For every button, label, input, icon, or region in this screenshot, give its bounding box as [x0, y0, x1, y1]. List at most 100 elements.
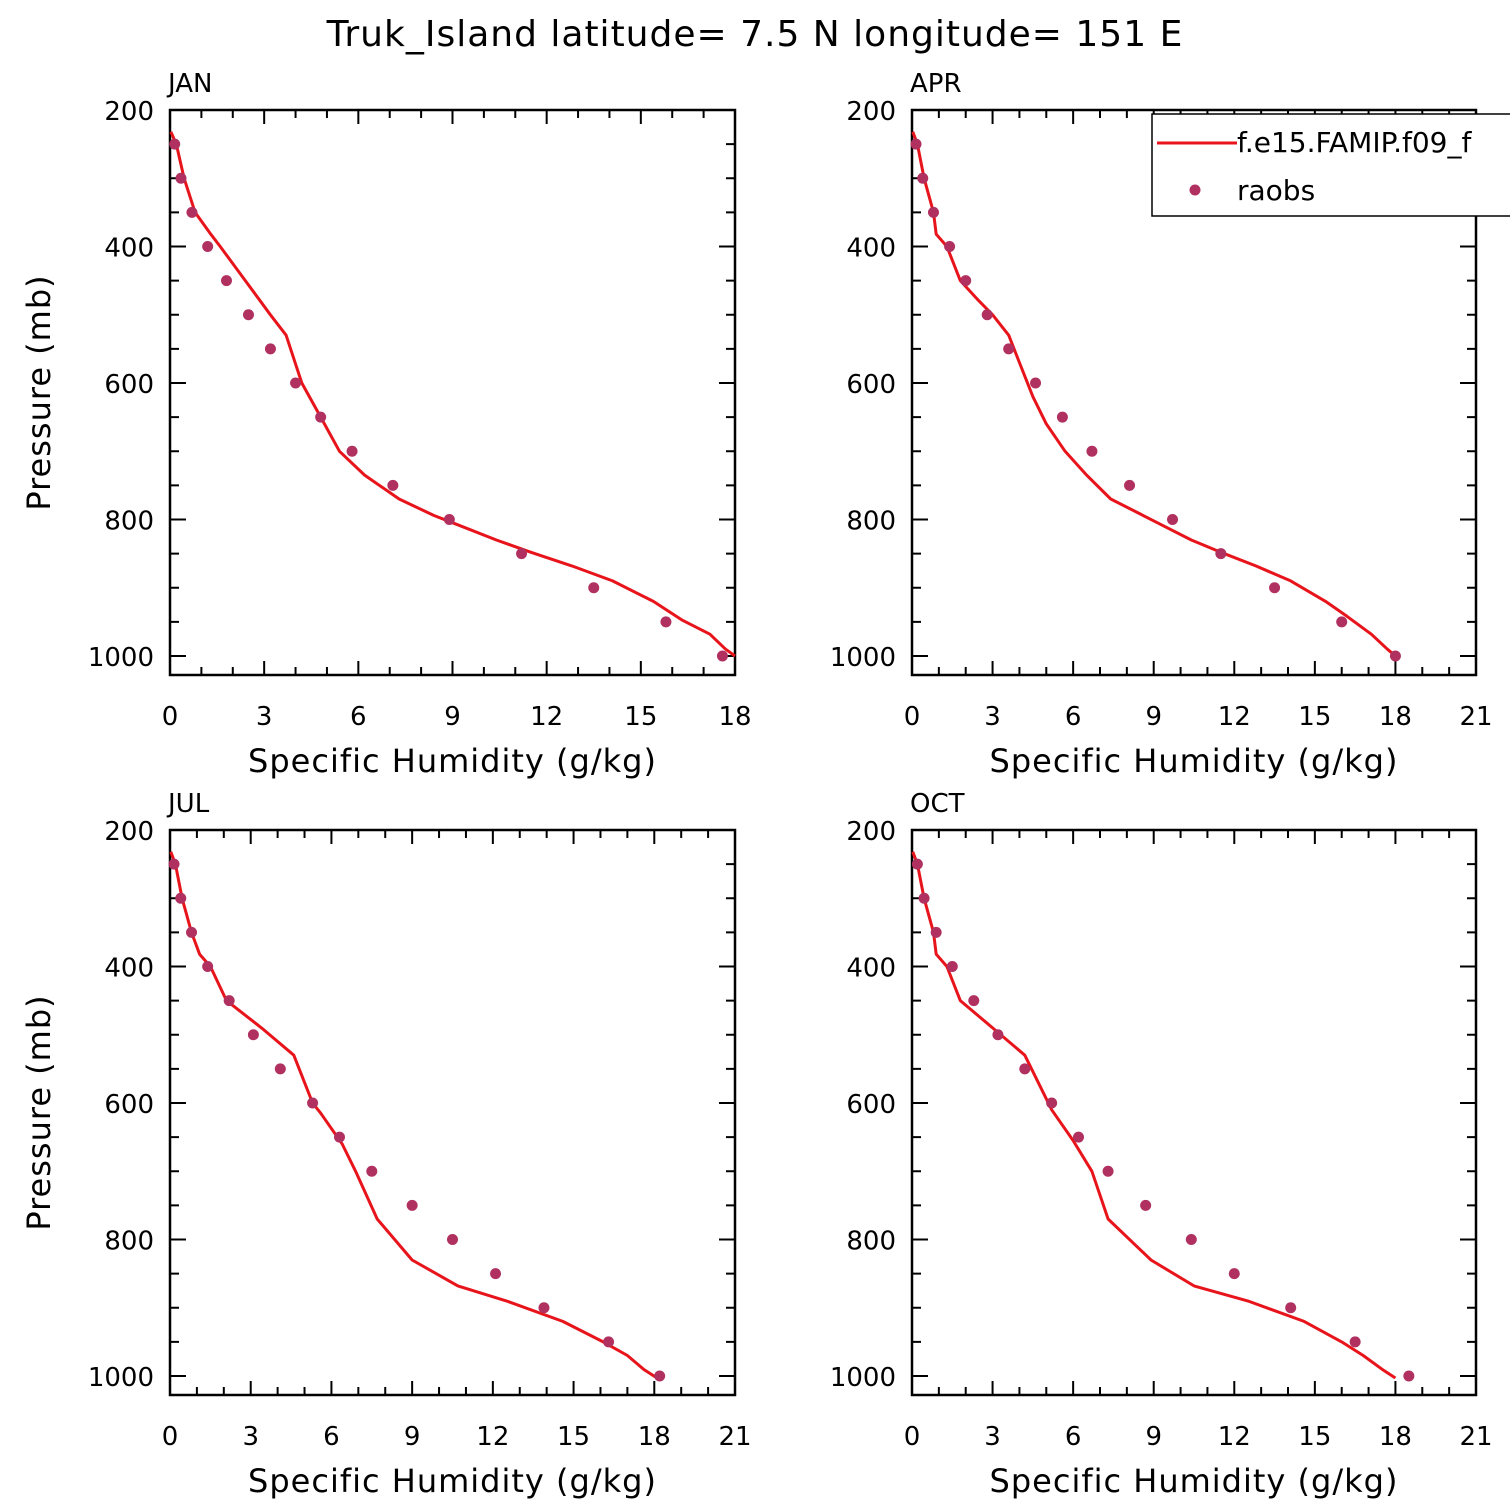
y-tick-label: 200: [104, 97, 154, 127]
obs-point: [588, 582, 600, 594]
obs-point: [960, 275, 972, 287]
x-tick-label: 6: [323, 1422, 340, 1452]
y-axis-label: Pressure (mb): [20, 274, 58, 510]
plot-frame: [168, 828, 737, 1397]
legend-model-label: f.e15.FAMIP.f09_f: [1237, 126, 1472, 159]
model-series-line: [169, 131, 736, 658]
obs-point: [1073, 1131, 1085, 1143]
figure-title: Truk_Island latitude= 7.5 N longitude= 1…: [326, 14, 1184, 55]
obs-point: [1003, 343, 1015, 355]
y-tick-label: 800: [104, 507, 154, 537]
obs-point: [221, 275, 232, 287]
panel-title: OCT: [910, 789, 965, 819]
obs-point: [1086, 445, 1098, 457]
panel-oct: OCT 0 3 6 9 12 15 18 21 200 400 600 800 1000 Specific …: [830, 789, 1493, 1500]
obs-point: [406, 1199, 418, 1211]
obs-point: [992, 1029, 1004, 1041]
model-series-line: [169, 851, 658, 1380]
obs-point: [274, 1063, 286, 1075]
x-tick-label: 12: [476, 1422, 509, 1452]
x-tick-label: 3: [984, 1422, 1001, 1452]
obs-point: [202, 961, 214, 972]
obs-point: [930, 926, 942, 938]
x-tick-label: 3: [256, 702, 273, 732]
y-tick-label: 400: [846, 954, 896, 984]
obs-point: [1336, 616, 1348, 628]
x-tick-label: 0: [904, 1422, 921, 1452]
x-tick-label: 21: [1459, 702, 1492, 732]
obs-point: [1056, 411, 1068, 423]
obs-point: [387, 479, 399, 491]
y-tick-label: 800: [846, 507, 896, 537]
y-tick-label: 600: [104, 1090, 154, 1120]
obs-point: [1102, 1165, 1114, 1177]
obs-point: [917, 172, 929, 184]
model-series-line: [911, 851, 1397, 1380]
x-tick-label: 0: [162, 702, 179, 732]
obs-point: [603, 1336, 615, 1348]
obs-point: [1140, 1199, 1152, 1211]
obs-point: [290, 377, 302, 389]
y-tick-label: 600: [104, 370, 154, 400]
legend-obs-label: raobs: [1237, 174, 1315, 207]
x-tick-label: 9: [444, 702, 461, 732]
x-axis-label: Specific Humidity (g/kg): [990, 1462, 1399, 1500]
obs-point: [654, 1370, 666, 1382]
obs-point: [315, 411, 327, 423]
obs-point: [168, 858, 180, 870]
obs-point: [169, 138, 181, 150]
y-tick-label: 800: [846, 1227, 896, 1257]
x-tick-label: 6: [1065, 1422, 1082, 1452]
obs-point: [660, 616, 672, 628]
y-axis-label: Pressure (mb): [20, 994, 58, 1230]
x-axis-label: Specific Humidity (g/kg): [248, 1462, 657, 1500]
x-tick-label: 21: [1459, 1422, 1492, 1452]
y-tick-label: 400: [846, 234, 896, 264]
x-tick-label: 12: [530, 702, 563, 732]
obs-point: [490, 1268, 502, 1280]
obs-point: [186, 926, 198, 938]
obs-point: [981, 309, 993, 321]
plot-frame: [910, 828, 1478, 1397]
plot-frame: [168, 108, 737, 677]
obs-point: [946, 961, 958, 972]
obs-point: [1030, 377, 1042, 389]
x-tick-label: 9: [404, 1422, 421, 1452]
panel-apr: APR 0 3 6 9 12 15 18 21 200 400 600 800 1000 Specific …: [830, 69, 1493, 780]
x-axis-label: Specific Humidity (g/kg): [248, 742, 657, 780]
panel-jul: JUL 0 3 6 9 12 15 18 21 200 400 600 800 1000 Specific …: [20, 789, 752, 1500]
y-tick-label: 1000: [88, 1363, 154, 1393]
obs-point: [1389, 650, 1401, 662]
legend-obs-swatch: [1189, 184, 1201, 196]
obs-point: [346, 445, 358, 457]
x-tick-label: 9: [1145, 702, 1162, 732]
y-tick-label: 200: [846, 817, 896, 847]
y-tick-label: 600: [846, 1090, 896, 1120]
obs-point: [1228, 1268, 1240, 1280]
x-tick-label: 3: [984, 702, 1001, 732]
x-tick-label: 0: [904, 702, 921, 732]
obs-point: [186, 206, 198, 218]
obs-point: [968, 995, 980, 1007]
y-tick-label: 200: [846, 97, 896, 127]
x-tick-label: 15: [1298, 1422, 1331, 1452]
y-tick-label: 400: [104, 954, 154, 984]
obs-point: [1403, 1370, 1415, 1382]
obs-point: [516, 548, 528, 560]
x-tick-label: 18: [718, 702, 751, 732]
y-tick-label: 1000: [830, 643, 896, 673]
obs-point: [443, 514, 455, 525]
obs-point: [1285, 1302, 1297, 1314]
obs-point: [1215, 548, 1227, 560]
obs-point: [1167, 514, 1179, 525]
x-tick-label: 18: [1379, 702, 1412, 732]
obs-point: [1046, 1097, 1058, 1109]
obs-point: [264, 343, 276, 355]
panel-title: APR: [910, 69, 962, 99]
obs-point: [944, 241, 956, 252]
x-tick-label: 12: [1218, 702, 1251, 732]
panel-title: JAN: [166, 69, 212, 99]
model-series-line: [911, 131, 1397, 658]
